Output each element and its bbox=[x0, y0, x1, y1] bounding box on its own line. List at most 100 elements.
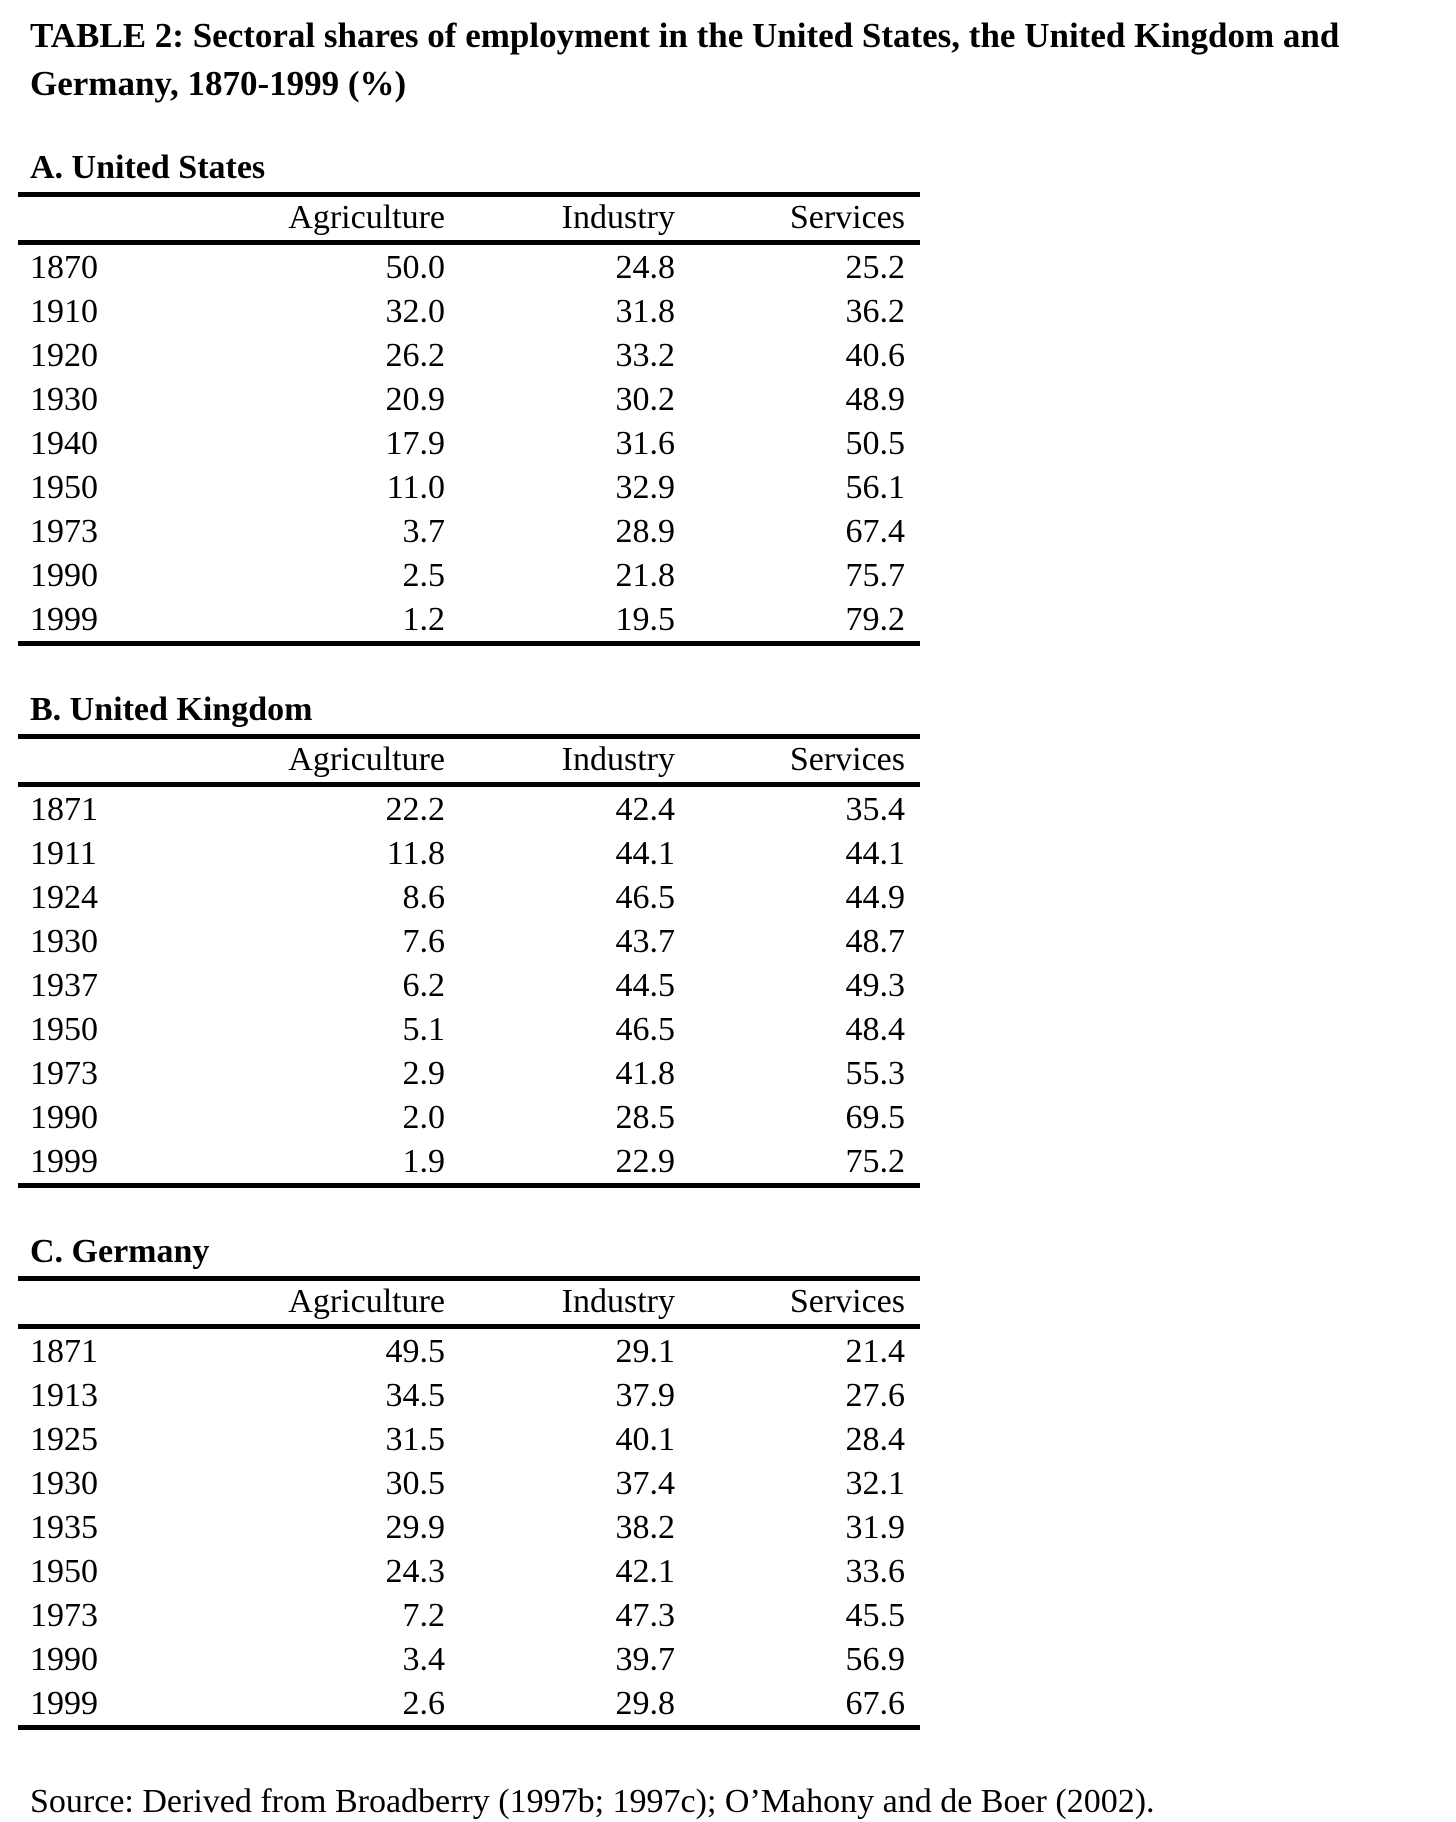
table-body: 1871 49.5 29.1 21.4 1913 34.5 37.9 27.6 … bbox=[18, 1327, 920, 1728]
services-cell: 75.2 bbox=[845, 1143, 906, 1180]
table-row: 1930 20.9 30.2 48.9 bbox=[18, 377, 920, 421]
agriculture-cell: 49.5 bbox=[385, 1333, 446, 1370]
industry-cell: 40.1 bbox=[615, 1421, 676, 1458]
table-header-row: Agriculture Industry Services bbox=[18, 1278, 920, 1329]
table-row: 1924 8.6 46.5 44.9 bbox=[18, 875, 920, 919]
table-row: 1990 2.0 28.5 69.5 bbox=[18, 1095, 920, 1139]
agriculture-cell: 17.9 bbox=[385, 425, 446, 462]
table-row: 1999 1.9 22.9 75.2 bbox=[18, 1139, 920, 1186]
agriculture-cell: 7.6 bbox=[402, 923, 446, 960]
table-row: 1920 26.2 33.2 40.6 bbox=[18, 333, 920, 377]
table-row: 1935 29.9 38.2 31.9 bbox=[18, 1505, 920, 1549]
services-cell: 40.6 bbox=[845, 337, 906, 374]
agriculture-cell: 29.9 bbox=[385, 1509, 446, 1546]
column-header-services: Services bbox=[690, 736, 920, 787]
table-title: TABLE 2: Sectoral shares of employment i… bbox=[30, 12, 1436, 108]
services-cell: 75.7 bbox=[845, 557, 906, 594]
industry-cell: 46.5 bbox=[615, 879, 676, 916]
agriculture-cell: 11.0 bbox=[386, 469, 445, 506]
year-cell: 1973 bbox=[30, 1055, 98, 1092]
table-title-line-1: TABLE 2: Sectoral shares of employment i… bbox=[30, 16, 1340, 55]
table-row: 1950 24.3 42.1 33.6 bbox=[18, 1549, 920, 1593]
year-cell: 1935 bbox=[30, 1509, 98, 1546]
year-cell: 1999 bbox=[30, 601, 98, 638]
industry-cell: 37.9 bbox=[615, 1377, 676, 1414]
industry-cell: 42.1 bbox=[615, 1553, 676, 1590]
services-cell: 35.4 bbox=[845, 791, 906, 828]
column-header-agriculture: Agriculture bbox=[230, 1278, 460, 1329]
table-row: 1913 34.5 37.9 27.6 bbox=[18, 1373, 920, 1417]
employment-table-united-states: Agriculture Industry Services 1870 50.0 … bbox=[18, 192, 920, 646]
industry-cell: 29.1 bbox=[615, 1333, 676, 1370]
table-header-row: Agriculture Industry Services bbox=[18, 194, 920, 245]
table-row: 1940 17.9 31.6 50.5 bbox=[18, 421, 920, 465]
table-row: 1999 2.6 29.8 67.6 bbox=[18, 1681, 920, 1728]
agriculture-cell: 32.0 bbox=[385, 293, 446, 330]
column-header-industry: Industry bbox=[460, 194, 690, 245]
year-cell: 1990 bbox=[30, 1099, 98, 1136]
agriculture-cell: 2.6 bbox=[402, 1685, 446, 1722]
year-cell: 1950 bbox=[30, 469, 98, 506]
column-header-industry: Industry bbox=[460, 736, 690, 787]
year-cell: 1999 bbox=[30, 1685, 98, 1722]
table-row: 1911 11.8 44.1 44.1 bbox=[18, 831, 920, 875]
table-row: 1990 2.5 21.8 75.7 bbox=[18, 553, 920, 597]
agriculture-cell: 2.0 bbox=[402, 1099, 446, 1136]
industry-cell: 46.5 bbox=[615, 1011, 676, 1048]
services-cell: 25.2 bbox=[845, 249, 906, 286]
table-body: 1871 22.2 42.4 35.4 1911 11.8 44.1 44.1 … bbox=[18, 785, 920, 1186]
services-cell: 45.5 bbox=[845, 1597, 906, 1634]
industry-cell: 42.4 bbox=[615, 791, 676, 828]
column-header-industry: Industry bbox=[460, 1278, 690, 1329]
agriculture-cell: 50.0 bbox=[385, 249, 446, 286]
panel-heading-germany: C. Germany bbox=[30, 1233, 210, 1270]
year-cell: 1940 bbox=[30, 425, 98, 462]
industry-cell: 22.9 bbox=[615, 1143, 676, 1180]
year-cell: 1950 bbox=[30, 1011, 98, 1048]
services-cell: 33.6 bbox=[845, 1553, 906, 1590]
agriculture-cell: 22.2 bbox=[385, 791, 446, 828]
services-cell: 48.4 bbox=[845, 1011, 906, 1048]
employment-table-united-kingdom: Agriculture Industry Services 1871 22.2 … bbox=[18, 734, 920, 1188]
services-cell: 48.9 bbox=[845, 381, 906, 418]
services-cell: 67.6 bbox=[845, 1685, 906, 1722]
agriculture-cell: 1.2 bbox=[402, 601, 446, 638]
services-cell: 49.3 bbox=[845, 967, 906, 1004]
agriculture-cell: 5.1 bbox=[402, 1011, 446, 1048]
table-row: 1930 30.5 37.4 32.1 bbox=[18, 1461, 920, 1505]
agriculture-cell: 30.5 bbox=[385, 1465, 446, 1502]
industry-cell: 44.1 bbox=[615, 835, 676, 872]
year-column-header bbox=[18, 1278, 230, 1329]
services-cell: 67.4 bbox=[845, 513, 906, 550]
table-row: 1925 31.5 40.1 28.4 bbox=[18, 1417, 920, 1461]
agriculture-cell: 1.9 bbox=[402, 1143, 446, 1180]
services-cell: 44.1 bbox=[845, 835, 906, 872]
year-cell: 1990 bbox=[30, 1641, 98, 1678]
agriculture-cell: 31.5 bbox=[385, 1421, 446, 1458]
panel-germany: C. Germany Agriculture Industry Services… bbox=[0, 1234, 1456, 1730]
year-cell: 1871 bbox=[30, 791, 98, 828]
year-cell: 1999 bbox=[30, 1143, 98, 1180]
industry-cell: 47.3 bbox=[615, 1597, 676, 1634]
year-cell: 1870 bbox=[30, 249, 98, 286]
industry-cell: 28.5 bbox=[615, 1099, 676, 1136]
table-row: 1950 11.0 32.9 56.1 bbox=[18, 465, 920, 509]
column-header-services: Services bbox=[690, 194, 920, 245]
agriculture-cell: 26.2 bbox=[385, 337, 446, 374]
table-row: 1973 3.7 28.9 67.4 bbox=[18, 509, 920, 553]
services-cell: 50.5 bbox=[845, 425, 906, 462]
table-row: 1871 49.5 29.1 21.4 bbox=[18, 1327, 920, 1374]
employment-table-germany: Agriculture Industry Services 1871 49.5 … bbox=[18, 1276, 920, 1730]
year-cell: 1950 bbox=[30, 1553, 98, 1590]
table-row: 1910 32.0 31.8 36.2 bbox=[18, 289, 920, 333]
services-cell: 48.7 bbox=[845, 923, 906, 960]
year-cell: 1930 bbox=[30, 381, 98, 418]
industry-cell: 30.2 bbox=[615, 381, 676, 418]
year-cell: 1924 bbox=[30, 879, 98, 916]
industry-cell: 44.5 bbox=[615, 967, 676, 1004]
agriculture-cell: 7.2 bbox=[402, 1597, 446, 1634]
column-header-agriculture: Agriculture bbox=[230, 194, 460, 245]
industry-cell: 29.8 bbox=[615, 1685, 676, 1722]
column-header-agriculture: Agriculture bbox=[230, 736, 460, 787]
industry-cell: 31.6 bbox=[615, 425, 676, 462]
